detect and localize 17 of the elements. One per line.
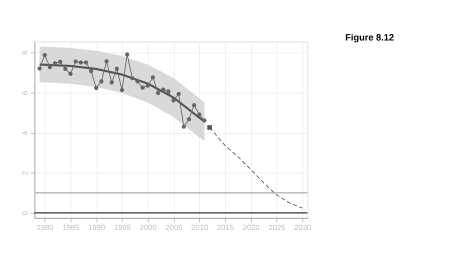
x-tick-label: 2020 — [242, 223, 260, 232]
y-tick-label: 8 — [20, 50, 30, 56]
y-tick-label: 4 — [20, 131, 30, 136]
x-tick-label: 1990 — [88, 223, 106, 232]
y-tick-label: 2 — [20, 171, 30, 176]
text: Figure 8.12 — [345, 32, 394, 43]
x-tick-label: 2015 — [217, 223, 234, 232]
x-tick-label: 1980 — [36, 223, 54, 232]
y-tick-label: 6 — [20, 90, 30, 96]
x-tick-label: 2005 — [166, 223, 182, 232]
x-tick-label: 2030 — [294, 223, 312, 232]
x-tick-label: 2010 — [191, 223, 208, 232]
x-tick-label: 1985 — [62, 223, 80, 232]
x-tick-label: 1995 — [114, 223, 131, 232]
y-tick-label: 0 — [20, 211, 30, 216]
x-tick-label: 2025 — [268, 223, 286, 232]
x-tick-label: 2000 — [140, 223, 157, 232]
